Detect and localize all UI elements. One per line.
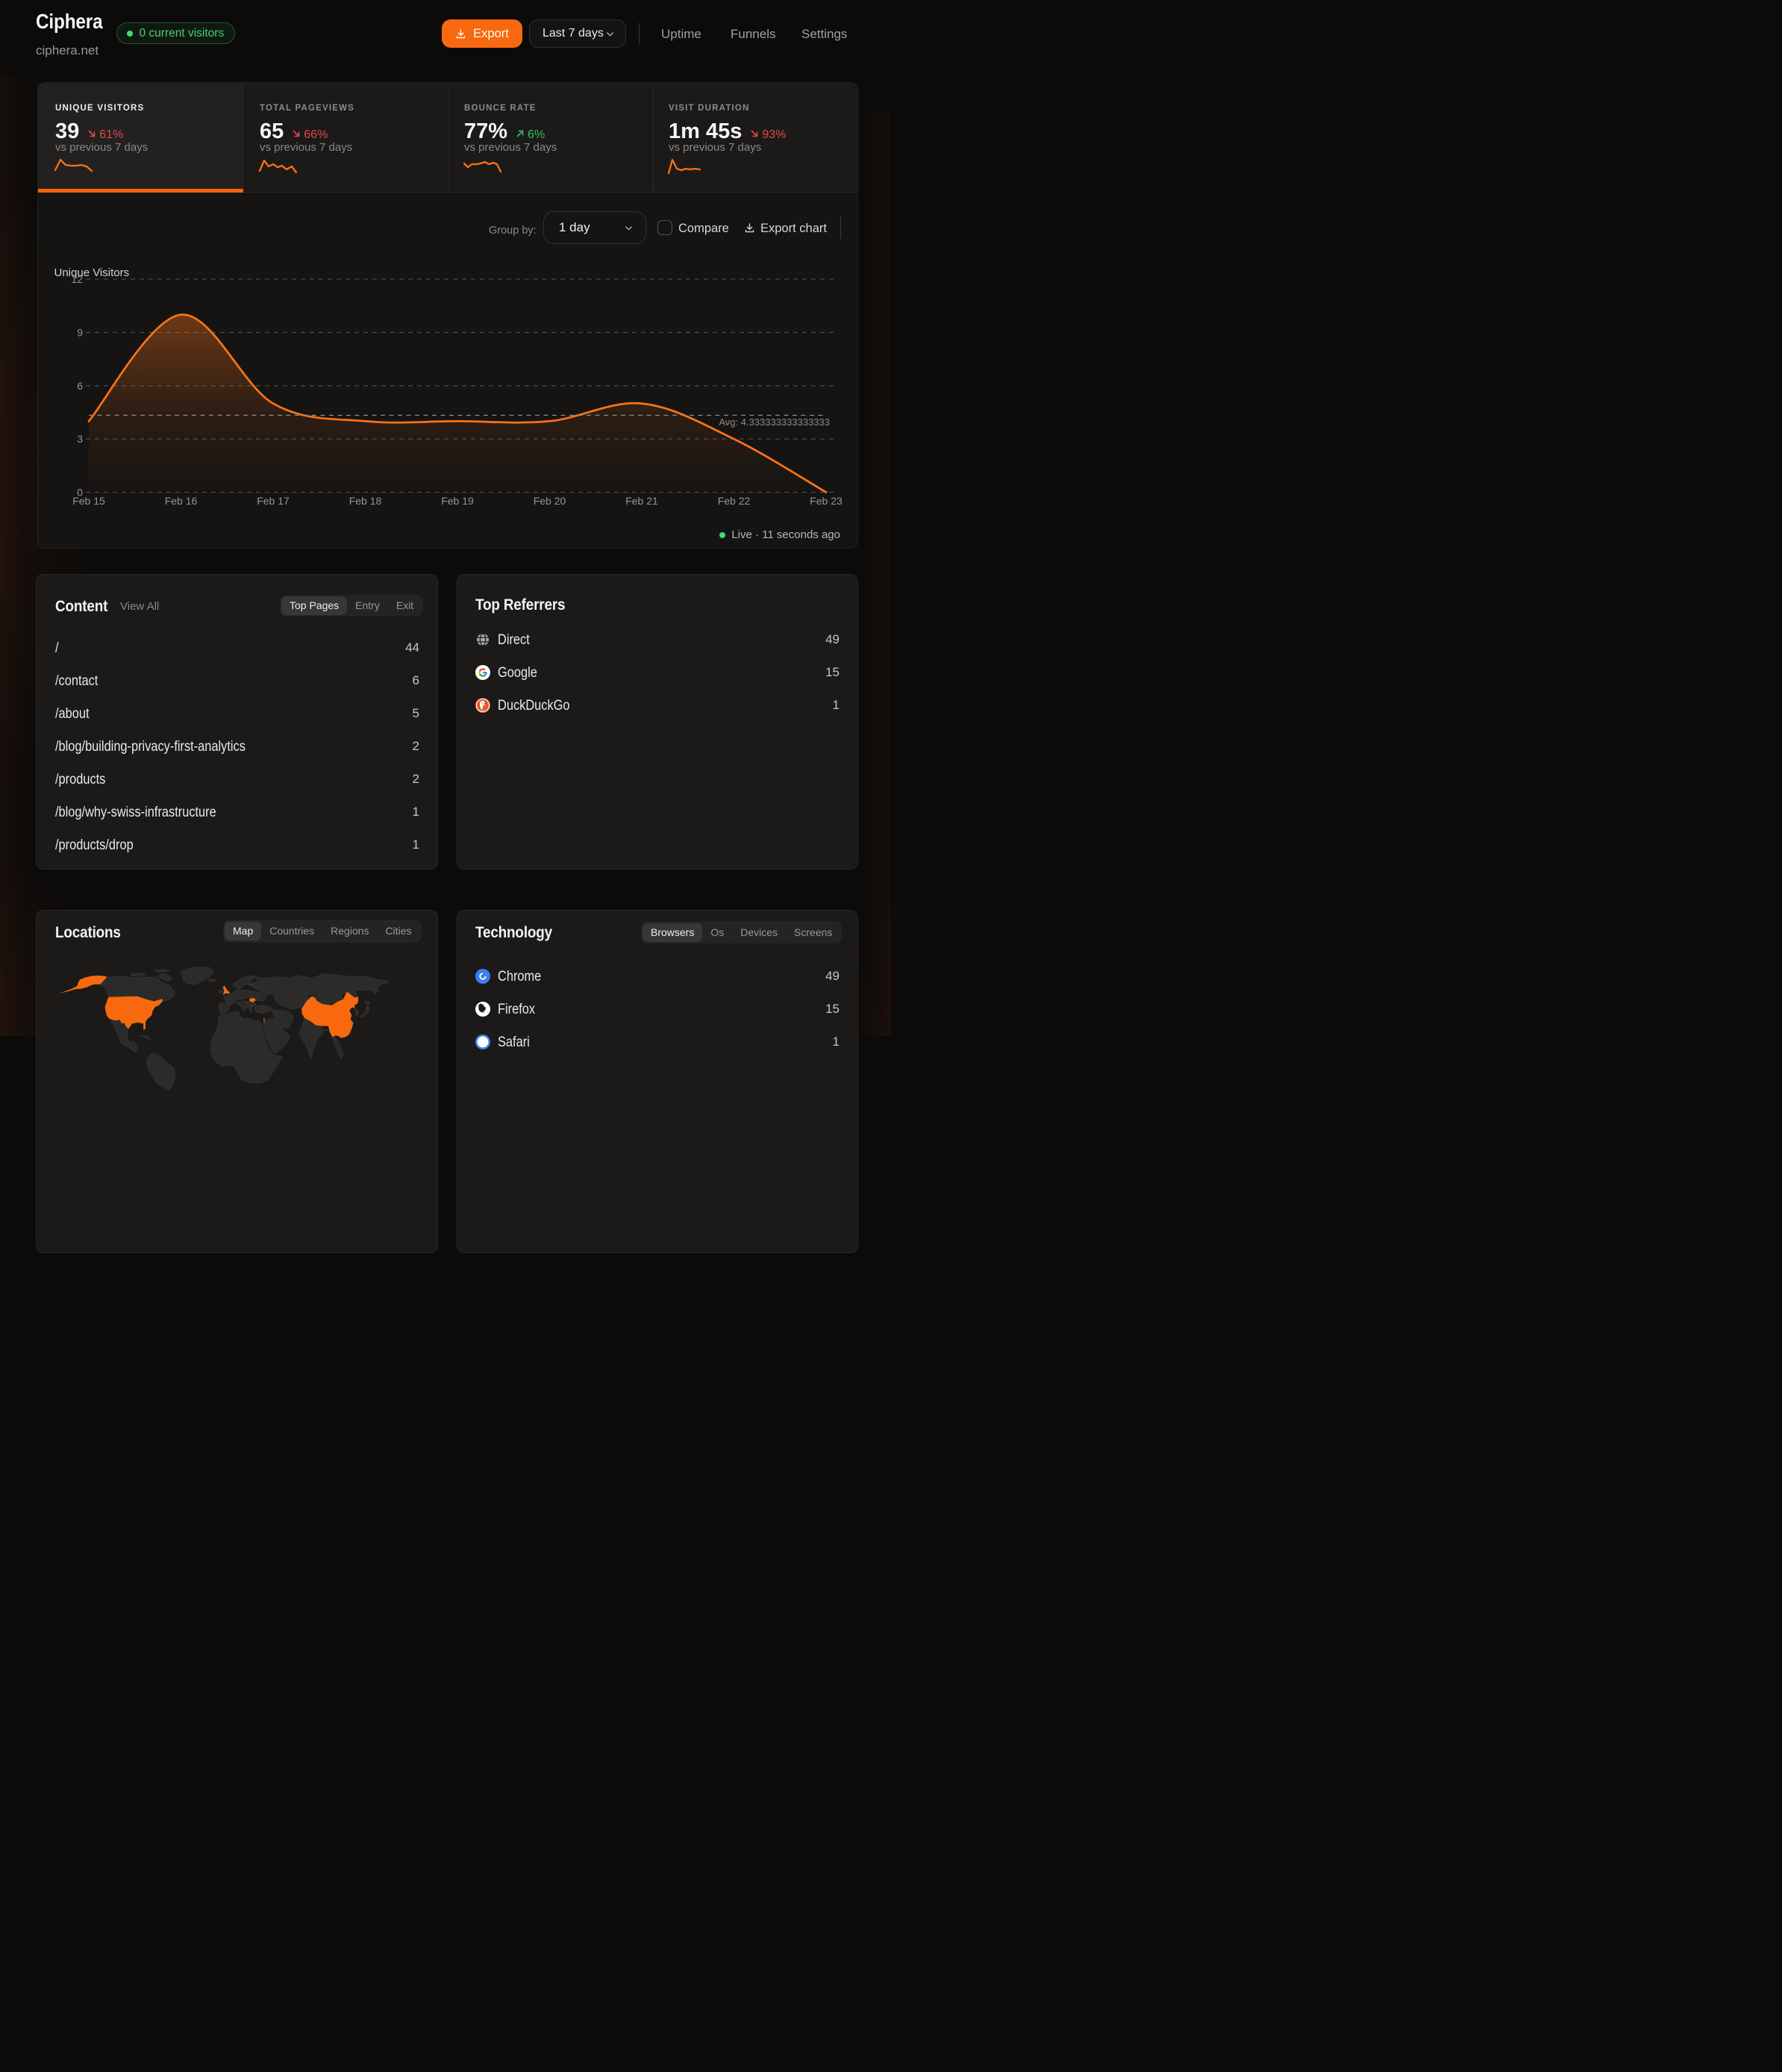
svg-text:6: 6 — [77, 380, 83, 392]
svg-text:Avg: 4.333333333333333: Avg: 4.333333333333333 — [719, 416, 830, 428]
svg-text:Feb 16: Feb 16 — [165, 495, 198, 507]
svg-text:3: 3 — [77, 433, 83, 445]
svg-text:Feb 19: Feb 19 — [441, 495, 474, 507]
svg-text:9: 9 — [77, 326, 83, 338]
svg-text:0: 0 — [77, 487, 83, 499]
svg-text:Feb 17: Feb 17 — [257, 495, 290, 507]
svg-text:Feb 18: Feb 18 — [349, 495, 382, 507]
svg-text:Feb 22: Feb 22 — [718, 495, 751, 507]
svg-text:12: 12 — [71, 273, 83, 285]
svg-text:Feb 15: Feb 15 — [72, 495, 105, 507]
svg-text:Feb 23: Feb 23 — [810, 495, 842, 507]
svg-text:Feb 20: Feb 20 — [534, 495, 566, 507]
svg-text:Feb 21: Feb 21 — [625, 495, 658, 507]
